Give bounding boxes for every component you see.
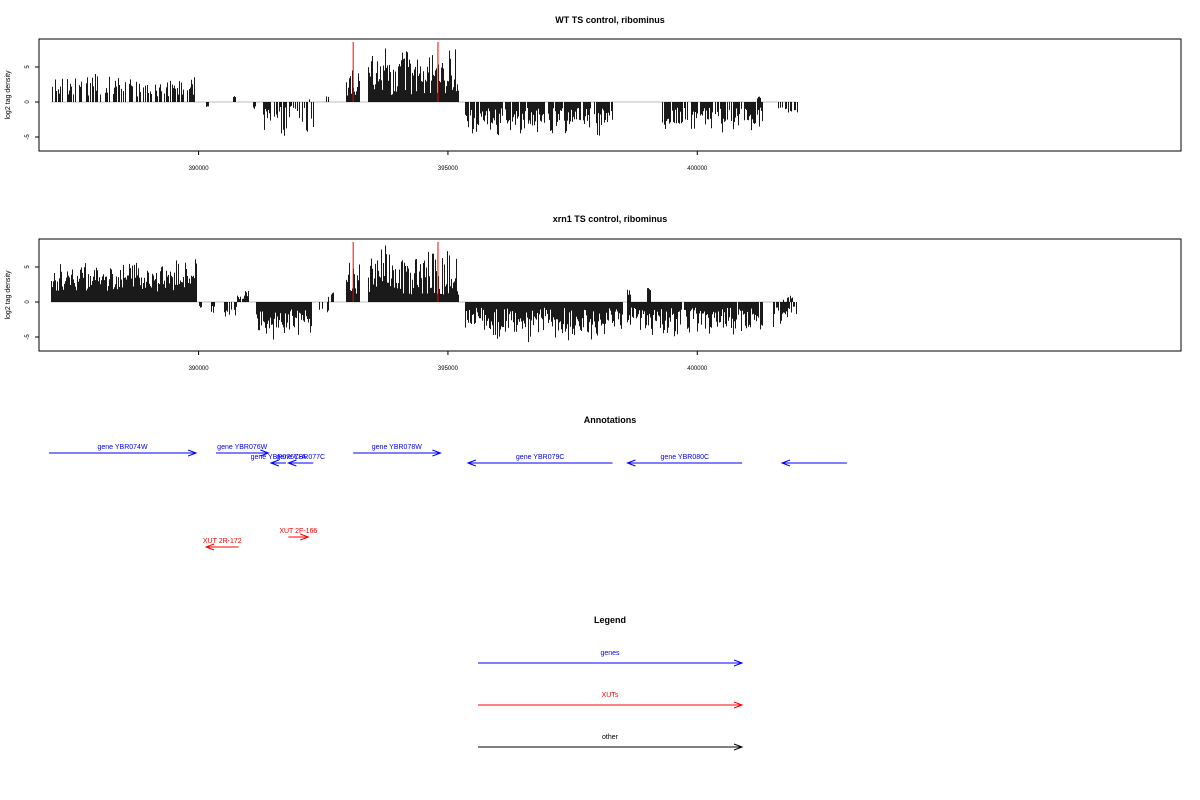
legend-arrow-head bbox=[733, 743, 744, 751]
legend-items: genes XUTs other bbox=[478, 650, 744, 751]
xrn1-x-tick-label: 390000 bbox=[189, 366, 210, 372]
xrn1-x-tick-label: 400000 bbox=[687, 366, 708, 372]
wt-panel-title: WT TS control, ribominus bbox=[555, 15, 665, 25]
gene-arrow-head bbox=[432, 449, 442, 457]
xrn1-x-tick-label: 395000 bbox=[438, 366, 459, 372]
xrn1-plot-frame bbox=[38, 238, 1182, 352]
wt-y-tick-label: 0 bbox=[25, 100, 31, 104]
annotations-title: Annotations bbox=[584, 415, 637, 425]
legend-title: Legend bbox=[594, 615, 626, 625]
wt-y-axis: -5 0 5 bbox=[25, 65, 39, 140]
xut-label: XUT 2F-166 bbox=[279, 528, 317, 535]
wt-x-axis: 390000 395000 400000 bbox=[189, 151, 708, 172]
xut-arrow-head bbox=[204, 543, 215, 551]
xrn1-x-axis: 390000 395000 400000 bbox=[189, 351, 708, 372]
wt-feature-markers bbox=[352, 42, 439, 102]
legend-label: genes bbox=[600, 650, 620, 657]
wt-y-tick-label: 5 bbox=[25, 65, 31, 69]
xut-label: XUT 2R-172 bbox=[203, 538, 242, 545]
gene-arrow-head bbox=[780, 459, 791, 467]
gene-label: gene YBR080C bbox=[661, 454, 710, 461]
annotations-track: Annotations gene YBR074W gene YBR076W gene… bbox=[48, 415, 847, 551]
legend-arrow-head bbox=[733, 659, 744, 667]
gene-label: gene YBR074W bbox=[97, 444, 147, 451]
wt-x-tick-label: 400000 bbox=[687, 166, 708, 172]
xrn1-y-tick-label: -5 bbox=[25, 334, 31, 340]
xrn1-panel-title: xrn1 TS control, ribominus bbox=[553, 214, 668, 224]
legend: Legend genes XUTs other bbox=[478, 615, 744, 751]
xrn1-feature-markers bbox=[352, 242, 439, 302]
xrn1-coverage-bars bbox=[51, 245, 797, 343]
xrn1-y-axis-label: log2 tag density bbox=[5, 270, 12, 320]
wt-y-axis-label: log2 tag density bbox=[5, 70, 12, 120]
gene-label: gene YBR076W bbox=[217, 444, 267, 451]
wt-x-tick-label: 390000 bbox=[189, 166, 210, 172]
gene-arrow-head bbox=[260, 449, 270, 457]
xrn1-y-tick-label: 5 bbox=[25, 265, 31, 269]
legend-label: other bbox=[602, 734, 619, 741]
gene-label: gene YBR076C-A bbox=[251, 454, 307, 461]
legend-arrow-head bbox=[733, 701, 744, 709]
gene-label: gene YBR079C bbox=[516, 454, 565, 461]
xrn1-y-axis: -5 0 5 bbox=[25, 265, 39, 340]
wt-plot-frame bbox=[38, 38, 1182, 152]
legend-label: XUTs bbox=[602, 692, 619, 699]
xrn1-coverage-panel: xrn1 TS control, ribominus log2 tag dens… bbox=[5, 214, 1182, 372]
wt-coverage-bars bbox=[51, 48, 798, 136]
xrn1-y-tick-label: 0 bbox=[25, 300, 31, 304]
wt-x-tick-label: 395000 bbox=[438, 166, 459, 172]
gene-arrow-head bbox=[187, 449, 198, 457]
wt-coverage-panel: WT TS control, ribominus log2 tag densit… bbox=[5, 15, 1182, 172]
gene-label: gene YBR078W bbox=[372, 444, 422, 451]
wt-y-tick-label: -5 bbox=[25, 134, 31, 140]
gene-arrow-head bbox=[466, 459, 477, 467]
gene-arrow-head bbox=[286, 459, 297, 467]
gene-arrow-head bbox=[626, 459, 636, 467]
xut-arrow-head bbox=[300, 533, 310, 541]
gene-arrow-head bbox=[269, 459, 280, 467]
gene-label: gene YBR077C bbox=[277, 454, 326, 461]
